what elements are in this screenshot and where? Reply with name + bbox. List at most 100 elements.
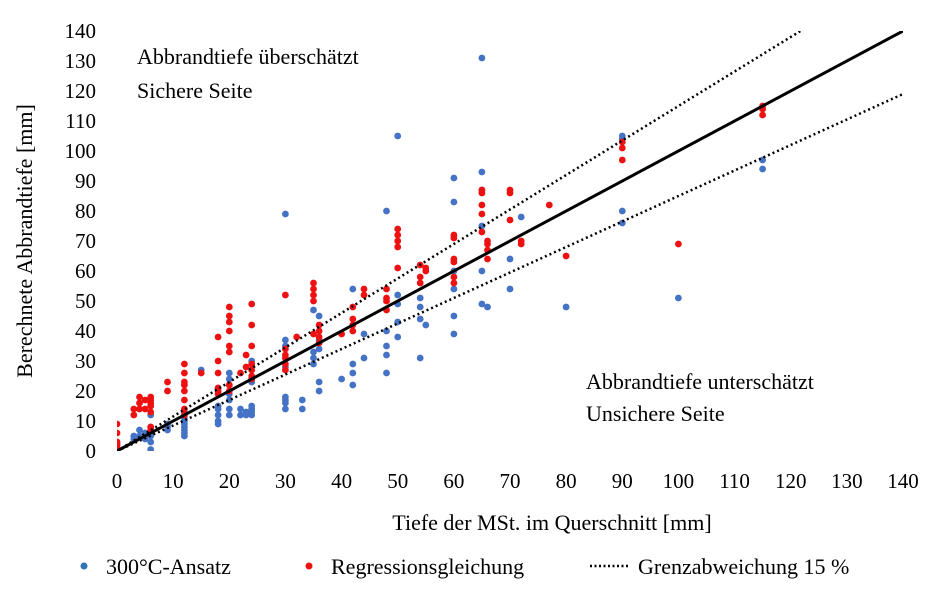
point-300c-ansatz [394, 291, 402, 299]
point-regressionsgleichung [214, 333, 222, 341]
point-regressionsgleichung [248, 342, 256, 350]
point-300c-ansatz [214, 417, 222, 425]
point-300c-ansatz [394, 333, 402, 341]
point-regressionsgleichung [360, 285, 368, 293]
legend: 300°C-Ansatz Regressionsgleichung Grenza… [80, 554, 849, 579]
point-regressionsgleichung [618, 156, 626, 164]
reference-line-identity [117, 31, 903, 451]
annotation-underestimate-line2: Unsichere Seite [586, 401, 725, 426]
x-tick-label: 50 [387, 469, 408, 493]
point-regressionsgleichung [147, 393, 155, 401]
annotation-underestimate-line1: Abbrandtiefe unterschätzt [586, 369, 814, 394]
point-300c-ansatz [349, 381, 357, 389]
point-regressionsgleichung [450, 231, 458, 239]
point-300c-ansatz [360, 330, 368, 338]
point-regressionsgleichung [130, 411, 138, 419]
x-tick-label: 0 [112, 469, 123, 493]
y-tick-label: 0 [86, 439, 97, 463]
reference-lines [117, 31, 903, 451]
point-regressionsgleichung [225, 303, 233, 311]
legend-label-300c-ansatz: 300°C-Ansatz [106, 554, 231, 579]
y-tick-label: 70 [75, 229, 96, 253]
point-300c-ansatz [416, 354, 424, 362]
point-regressionsgleichung [164, 387, 171, 395]
legend-marker-regressionsgleichung [305, 562, 313, 570]
point-regressionsgleichung [242, 363, 250, 371]
point-regressionsgleichung [242, 351, 250, 359]
point-300c-ansatz [478, 300, 486, 308]
x-tick-label: 20 [219, 469, 240, 493]
y-tick-label: 80 [75, 199, 96, 223]
point-regressionsgleichung [484, 237, 491, 245]
point-300c-ansatz [310, 348, 317, 356]
point-300c-ansatz [383, 369, 390, 377]
point-regressionsgleichung [618, 144, 626, 152]
annotation-underestimate-background [575, 357, 880, 437]
point-regressionsgleichung [141, 396, 149, 404]
point-regressionsgleichung [394, 237, 402, 245]
reference-line-upper-limit [117, 31, 802, 451]
y-tick-label: 100 [65, 139, 97, 163]
point-regressionsgleichung [545, 201, 553, 209]
point-regressionsgleichung [310, 279, 317, 287]
point-300c-ansatz [338, 375, 345, 383]
point-300c-ansatz [248, 402, 256, 410]
point-300c-ansatz [478, 168, 486, 176]
point-300c-ansatz [130, 432, 138, 440]
y-tick-label: 40 [75, 319, 96, 343]
point-300c-ansatz [383, 207, 390, 215]
point-regressionsgleichung [181, 360, 188, 368]
point-regressionsgleichung [484, 255, 491, 263]
point-regressionsgleichung [360, 291, 368, 299]
y-tick-label: 10 [75, 409, 96, 433]
point-300c-ansatz [225, 405, 233, 413]
legend-label-grenzabweichung: Grenzabweichung 15 % [638, 554, 849, 579]
point-300c-ansatz [242, 408, 250, 416]
point-regressionsgleichung [394, 231, 402, 239]
y-tick-label: 120 [65, 79, 97, 103]
x-tick-label: 100 [663, 469, 695, 493]
point-regressionsgleichung [450, 255, 458, 263]
point-regressionsgleichung [349, 315, 357, 323]
point-300c-ansatz [360, 354, 368, 362]
point-300c-ansatz [310, 354, 317, 362]
point-regressionsgleichung [394, 225, 402, 233]
point-300c-ansatz [383, 351, 390, 359]
point-300c-ansatz [225, 369, 233, 377]
point-300c-ansatz [349, 369, 357, 377]
point-300c-ansatz [759, 165, 766, 173]
point-regressionsgleichung [562, 252, 570, 260]
point-300c-ansatz [298, 396, 306, 404]
point-regressionsgleichung [759, 111, 766, 119]
x-tick-label: 110 [719, 469, 750, 493]
point-regressionsgleichung [136, 399, 143, 407]
point-300c-ansatz [315, 312, 323, 320]
point-regressionsgleichung [349, 327, 357, 335]
point-300c-ansatz [298, 405, 306, 413]
point-300c-ansatz [383, 327, 390, 335]
point-300c-ansatz [478, 267, 486, 275]
point-regressionsgleichung [310, 330, 317, 338]
point-300c-ansatz [450, 330, 458, 338]
point-regressionsgleichung [675, 240, 682, 248]
point-300c-ansatz [484, 303, 491, 311]
y-tick-label: 90 [75, 169, 96, 193]
point-regressionsgleichung [478, 186, 486, 194]
point-300c-ansatz [237, 411, 244, 419]
point-regressionsgleichung [450, 273, 458, 281]
point-300c-ansatz [416, 294, 424, 302]
point-300c-ansatz [450, 285, 458, 293]
point-regressionsgleichung [450, 279, 458, 287]
point-regressionsgleichung [383, 294, 390, 302]
point-regressionsgleichung [315, 333, 323, 341]
point-regressionsgleichung [416, 279, 424, 287]
point-regressionsgleichung [394, 243, 402, 251]
point-regressionsgleichung [293, 333, 301, 341]
x-tick-label: 70 [500, 469, 521, 493]
legend-marker-300c-ansatz [80, 562, 88, 570]
point-regressionsgleichung [181, 369, 188, 377]
point-300c-ansatz [310, 306, 317, 314]
x-axis-ticks: 0 10 20 30 40 50 60 70 80 90 100 110 120 130 140 [112, 469, 919, 493]
point-regressionsgleichung [225, 342, 233, 350]
point-regressionsgleichung [506, 216, 514, 224]
